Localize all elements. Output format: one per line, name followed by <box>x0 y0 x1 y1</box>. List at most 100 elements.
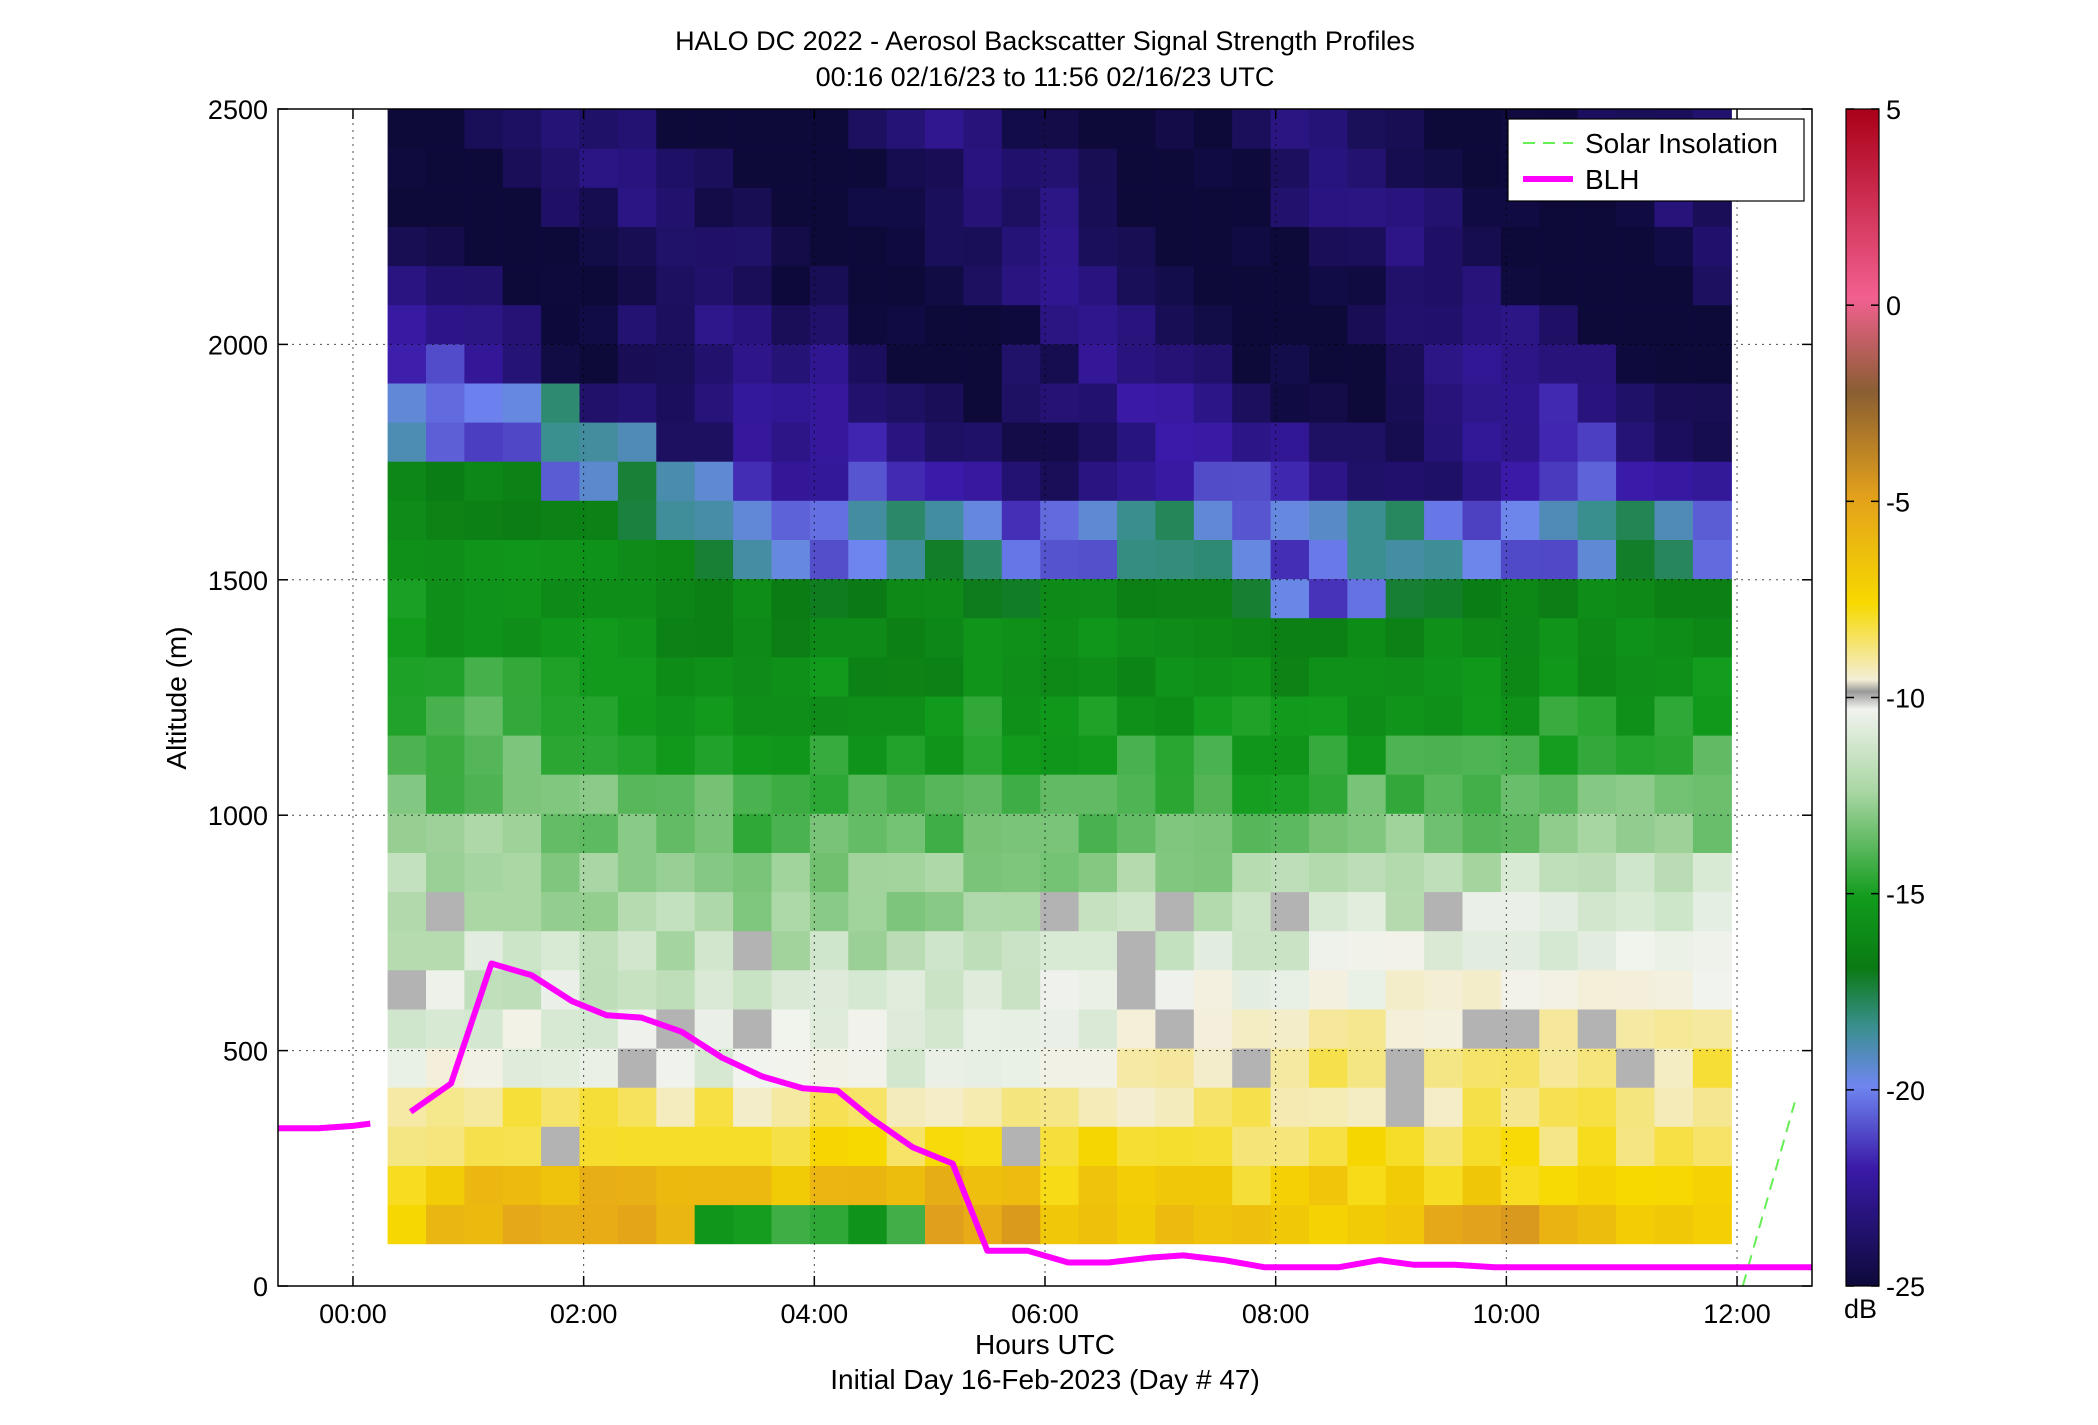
heatmap-cell <box>963 930 1003 971</box>
heatmap-cell <box>1500 1048 1540 1088</box>
heatmap-cell <box>1347 1165 1387 1206</box>
heatmap-cell <box>694 617 734 658</box>
heatmap-cell <box>963 1087 1003 1127</box>
heatmap-cell <box>1539 500 1579 540</box>
heatmap-cell <box>1347 226 1387 267</box>
heatmap-cell <box>1500 226 1540 267</box>
heatmap-cell <box>771 226 811 267</box>
heatmap-cell <box>809 852 849 893</box>
heatmap-cell <box>426 422 465 462</box>
heatmap-cell <box>771 891 811 932</box>
heatmap-cell <box>464 1087 504 1127</box>
heatmap-cell <box>771 930 811 971</box>
heatmap-cell <box>694 109 734 149</box>
heatmap-cell <box>1424 422 1464 462</box>
heatmap-cell <box>925 1008 964 1049</box>
heatmap-cell <box>502 109 542 149</box>
heatmap-cell <box>809 1008 849 1049</box>
heatmap-cell <box>464 422 504 462</box>
heatmap-cell <box>1500 617 1540 658</box>
heatmap-cell <box>886 969 926 1010</box>
heatmap-cell <box>1193 422 1233 462</box>
heatmap-cell <box>1462 617 1502 658</box>
heatmap-cell <box>656 539 696 580</box>
heatmap-cell <box>1117 617 1156 658</box>
heatmap-cell <box>1616 891 1656 932</box>
heatmap-cell <box>1462 187 1502 227</box>
heatmap-cell <box>963 343 1003 384</box>
heatmap-cell <box>541 852 581 893</box>
heatmap-cell <box>1040 382 1080 423</box>
heatmap-cell <box>1424 304 1464 345</box>
heatmap-cell <box>1155 109 1195 149</box>
heatmap-cell <box>733 382 773 423</box>
heatmap-cell <box>771 1126 811 1166</box>
heatmap-cell <box>387 1048 427 1088</box>
heatmap-cell <box>1347 969 1387 1010</box>
heatmap-cell <box>1616 1165 1656 1206</box>
heatmap-cell <box>1270 852 1310 893</box>
heatmap-cell <box>1424 109 1464 149</box>
heatmap-cell <box>1424 813 1464 853</box>
series-blh <box>408 960 1812 1271</box>
heatmap-cell <box>1500 695 1540 736</box>
heatmap-cell <box>1309 1126 1348 1166</box>
colorbar: 5 0 -5 -10 -15 -20 -25 dB <box>1844 95 1925 1324</box>
colorbar-tick-label: -10 <box>1886 684 1925 714</box>
heatmap-cell <box>1347 930 1387 971</box>
heatmap-cell <box>1001 382 1041 423</box>
heatmap-cell <box>1270 539 1310 580</box>
heatmap-cell <box>1385 813 1425 853</box>
y-tick-label: 2000 <box>208 330 268 360</box>
heatmap-cell <box>1462 1008 1502 1049</box>
heatmap-cell <box>963 265 1003 306</box>
heatmap-cell <box>1654 813 1694 853</box>
heatmap-cell <box>1654 539 1694 580</box>
heatmap-cell <box>1347 382 1387 423</box>
heatmap-cell <box>1462 735 1502 775</box>
heatmap-cell <box>1309 735 1348 775</box>
heatmap-cell <box>1616 695 1656 736</box>
heatmap-cell <box>617 226 657 267</box>
heatmap-cell <box>656 265 696 306</box>
heatmap-cell <box>464 343 504 384</box>
heatmap-cell <box>1424 774 1464 814</box>
heatmap-cell <box>502 617 542 658</box>
heatmap-cell <box>464 265 504 306</box>
heatmap-cell <box>1193 891 1233 932</box>
heatmap-cell <box>541 1126 581 1166</box>
heatmap-cell <box>1117 304 1156 345</box>
heatmap-cell <box>1654 343 1694 384</box>
heatmap-cell <box>1577 852 1617 893</box>
heatmap-cell <box>1539 1008 1579 1049</box>
heatmap-cell <box>1577 1008 1617 1049</box>
heatmap-cell <box>1500 304 1540 345</box>
heatmap-cell <box>541 813 581 853</box>
heatmap-cell <box>1616 422 1656 462</box>
heatmap-cell <box>1539 1204 1579 1245</box>
heatmap-cell <box>1001 617 1041 658</box>
heatmap-cell <box>1155 656 1195 697</box>
heatmap-cell <box>1040 343 1080 384</box>
heatmap-cell <box>1539 617 1579 658</box>
heatmap-cell <box>1462 1204 1502 1245</box>
heatmap-cell <box>579 969 619 1010</box>
heatmap-cell <box>733 500 773 540</box>
heatmap-cell <box>886 735 926 775</box>
heatmap-cell <box>1193 735 1233 775</box>
heatmap-cell <box>1155 382 1195 423</box>
heatmap-cell <box>848 656 888 697</box>
heatmap-cell <box>848 774 888 814</box>
heatmap-cell <box>1001 226 1041 267</box>
heatmap-cell <box>848 578 888 619</box>
heatmap-cell <box>502 1008 542 1049</box>
heatmap-cell <box>656 813 696 853</box>
heatmap-cell <box>886 304 926 345</box>
heatmap-cell <box>1616 1126 1656 1166</box>
heatmap-cell <box>1270 617 1310 658</box>
heatmap-cell <box>1232 891 1272 932</box>
heatmap-cell <box>1309 1008 1348 1049</box>
heatmap-cell <box>579 304 619 345</box>
heatmap-cell <box>848 382 888 423</box>
heatmap-cell <box>579 1087 619 1127</box>
